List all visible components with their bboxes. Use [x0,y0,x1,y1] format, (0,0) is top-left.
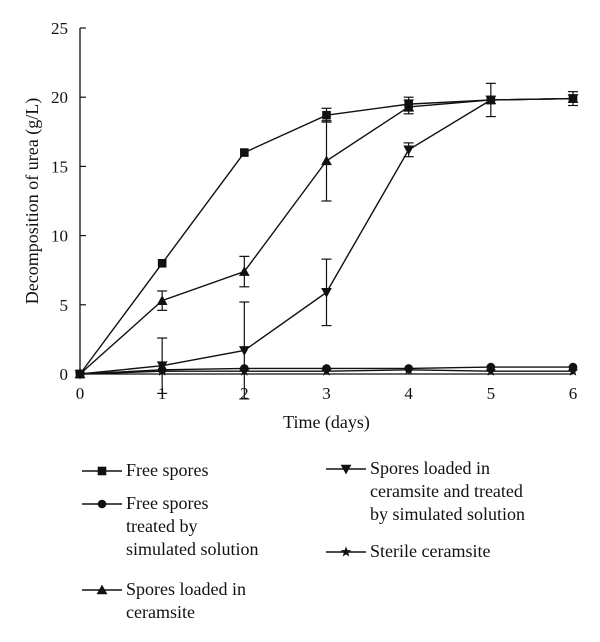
y-tick-label: 20 [51,88,68,107]
data-point [238,346,250,356]
y-tick-label: 25 [51,19,68,38]
data-point [403,101,415,112]
data-point [157,258,167,268]
data-point [485,365,497,376]
axes: 05101520250123456 [51,19,577,403]
series-layer [74,82,579,400]
data-point [485,95,497,106]
y-tick-label: 5 [60,296,69,315]
data-point [567,94,579,104]
data-point [74,368,86,379]
y-tick-label: 0 [60,365,69,384]
data-point [156,295,168,305]
data-point [321,155,332,166]
y-tick-label: 10 [51,227,68,246]
x-tick-label: 3 [322,384,331,403]
y-tick-label: 15 [51,157,68,176]
y-axis-title: Decomposition of urea (g/L) [22,98,43,304]
data-point [239,365,250,376]
series-triangle-up [74,93,579,379]
data-point [322,110,331,120]
series-star [74,364,579,379]
data-point [403,364,414,375]
x-tick-label: 6 [569,384,578,403]
data-point [238,266,250,276]
x-tick-label: 4 [404,384,413,403]
x-tick-label: 0 [76,384,85,403]
data-point [156,365,168,376]
x-axis-title: Time (days) [283,412,370,433]
data-point [567,365,579,376]
data-point [403,145,415,156]
data-point [240,148,249,157]
data-point [321,288,332,298]
data-point [321,365,332,376]
x-tick-label: 5 [487,384,496,403]
